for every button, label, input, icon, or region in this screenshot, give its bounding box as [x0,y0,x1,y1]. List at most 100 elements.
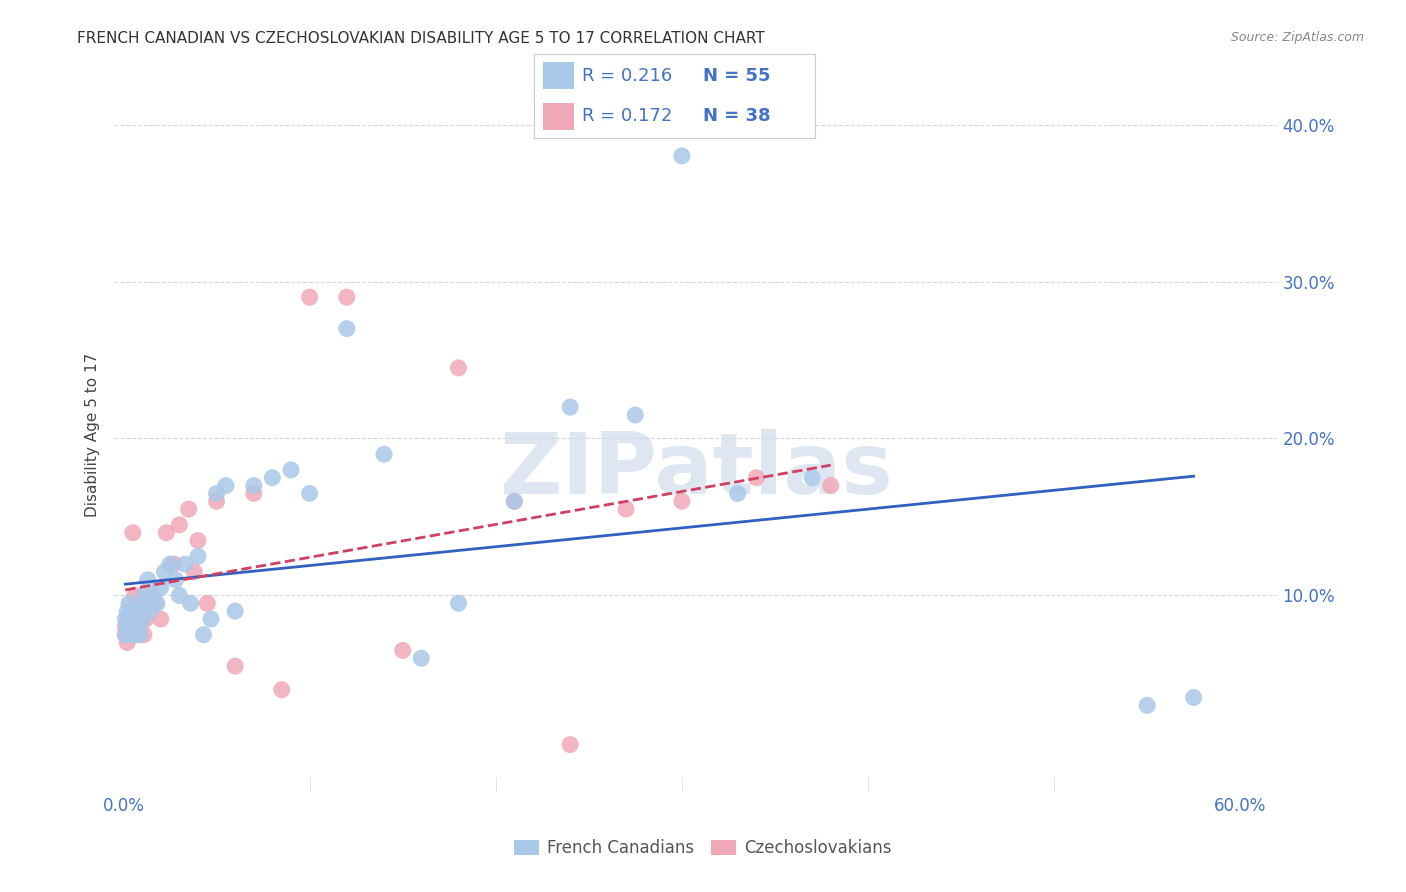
Point [224,604,246,618]
Point [391,643,413,657]
Point [195,596,218,610]
Point [136,573,159,587]
Text: N = 38: N = 38 [703,107,770,125]
Point [373,447,395,461]
Point [177,502,200,516]
Point [671,494,693,508]
Point [174,557,197,571]
Point [165,573,187,587]
Point [503,494,526,508]
Point [129,604,152,618]
FancyBboxPatch shape [543,103,574,130]
Point [146,596,169,610]
Text: ZIPatlas: ZIPatlas [499,429,893,512]
Point [187,549,209,564]
Point [262,471,284,485]
Point [120,612,142,626]
Point [1136,698,1159,713]
Point [114,612,136,626]
Point [280,463,302,477]
Point [127,628,149,642]
Point [336,290,359,304]
FancyBboxPatch shape [543,62,574,89]
Point [149,612,172,626]
Point [114,628,136,642]
Point [447,596,470,610]
Text: Source: ZipAtlas.com: Source: ZipAtlas.com [1230,31,1364,45]
Point [193,628,215,642]
Point [120,604,142,618]
Point [411,651,433,665]
Point [163,557,186,571]
Point [131,612,153,626]
Text: R = 0.216: R = 0.216 [582,67,672,85]
Point [120,604,142,618]
Point [124,612,146,626]
Point [159,557,181,571]
Point [131,596,153,610]
Point [121,620,143,634]
Point [149,581,172,595]
Point [125,604,148,618]
Point [242,486,264,500]
Point [132,589,155,603]
Point [169,589,191,603]
Point [120,628,142,642]
Point [560,738,582,752]
Point [187,533,209,548]
Point [142,589,165,603]
Point [153,565,176,579]
Point [138,604,160,618]
Point [242,478,264,492]
Point [129,612,152,626]
Y-axis label: Disability Age 5 to 17: Disability Age 5 to 17 [86,352,100,516]
Point [801,471,824,485]
Point [143,596,166,610]
Point [447,360,470,375]
Point [298,290,321,304]
Point [125,612,148,626]
Point [614,502,637,516]
Point [745,471,768,485]
Point [183,565,205,579]
Point [155,525,177,540]
Point [118,628,141,642]
Text: FRENCH CANADIAN VS CZECHOSLOVAKIAN DISABILITY AGE 5 TO 17 CORRELATION CHART: FRENCH CANADIAN VS CZECHOSLOVAKIAN DISAB… [77,31,765,46]
Legend: French Canadians, Czechoslovakians: French Canadians, Czechoslovakians [508,833,898,864]
Point [115,620,138,634]
Point [118,620,141,634]
Point [118,596,141,610]
Point [820,478,842,492]
Point [215,478,238,492]
Point [270,682,292,697]
Point [115,635,138,649]
Point [118,612,141,626]
Point [127,604,149,618]
Point [727,486,749,500]
Point [1182,690,1205,705]
Point [115,604,138,618]
Point [169,517,191,532]
Point [200,612,222,626]
Point [224,659,246,673]
Point [624,408,647,422]
Point [560,400,582,414]
Point [124,628,146,642]
Text: R = 0.172: R = 0.172 [582,107,672,125]
Point [298,486,321,500]
Point [205,486,228,500]
Point [132,628,155,642]
Text: N = 55: N = 55 [703,67,770,85]
Point [129,628,152,642]
Point [179,596,201,610]
Point [121,604,143,618]
Point [114,628,136,642]
Point [336,321,359,335]
Point [124,589,146,603]
Point [121,525,143,540]
Point [114,620,136,634]
Point [503,494,526,508]
Point [125,612,148,626]
Point [135,596,157,610]
Point [127,620,149,634]
